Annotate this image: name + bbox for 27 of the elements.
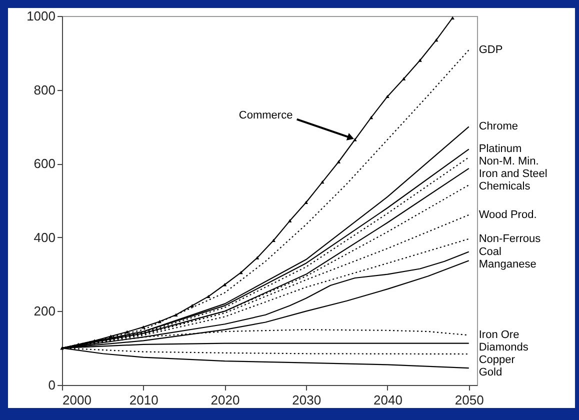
text: Commerce — [238, 110, 293, 122]
series-label: Diamonds — [478, 342, 529, 354]
series-label: Wood Prod. — [478, 208, 537, 221]
x-tick-label: 2000 — [62, 392, 92, 408]
x-tick-label: 2050 — [454, 392, 484, 408]
series-label: Coal — [478, 246, 502, 258]
y-tick-label: 800 — [34, 82, 56, 98]
series-label: Copper — [478, 354, 516, 366]
x-tick-label: 2010 — [129, 392, 158, 408]
y-tick-label: 0 — [48, 378, 56, 392]
x-tick-label: 2040 — [374, 392, 402, 408]
series-label: Gold — [478, 366, 502, 379]
series-label: Non-M. Min. — [478, 156, 539, 168]
y-tick-label: 200 — [34, 304, 56, 319]
x-tick-label: 2030 — [292, 392, 322, 408]
series-label: GDP — [478, 44, 503, 56]
series-label: Manganese — [478, 258, 536, 270]
series-label: Iron Ore — [478, 329, 520, 342]
x-tick-label: 2020 — [210, 392, 240, 408]
series-label: Chemicals — [478, 180, 531, 193]
series-label: Chrome — [478, 120, 518, 133]
series-label: Platinum — [478, 143, 522, 156]
series-label: Iron and Steel — [478, 168, 548, 180]
y-tick-label: 400 — [34, 230, 56, 245]
y-tick-label: 1000 — [26, 8, 56, 24]
y-tick-label: 600 — [34, 156, 56, 172]
series-label: Non-Ferrous — [478, 232, 542, 245]
